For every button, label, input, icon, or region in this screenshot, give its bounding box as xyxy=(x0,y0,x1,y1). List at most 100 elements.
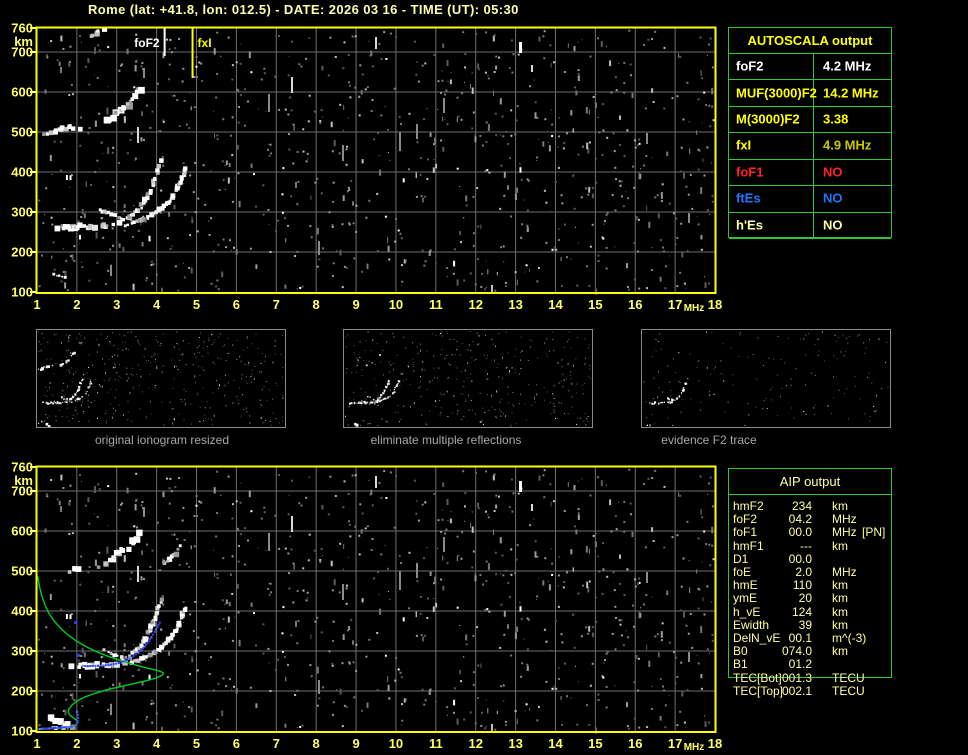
parameter-unit: MHz xyxy=(832,525,857,540)
x-tick-label: 11 xyxy=(429,297,443,312)
aip-row-b0: B0 074.0 km xyxy=(728,644,964,659)
parameter-value: NO xyxy=(823,190,843,206)
parameter-unit: km xyxy=(832,604,848,619)
x-tick-label: 7 xyxy=(273,297,280,312)
x-tick-label: 4 xyxy=(153,736,161,751)
plot-frame xyxy=(35,465,717,733)
aip-row-fof2: foF2 04.2 MHz xyxy=(728,512,964,527)
parameter-label: foF1 xyxy=(733,525,758,540)
interference-streaks xyxy=(110,37,690,276)
thumbnail-caption: original ionogram resized xyxy=(94,433,230,447)
parameter-value: 110 xyxy=(792,578,812,593)
thumbnail-frame xyxy=(641,329,891,428)
x-tick-label: 8 xyxy=(313,736,320,751)
thumbnail-frame xyxy=(343,329,593,428)
page-title: Rome (lat: +41.8, lon: 012.5) - DATE: 20… xyxy=(88,2,519,17)
x-tick-label: 17 xyxy=(668,297,682,312)
x-tick-label: 3 xyxy=(113,736,120,751)
x-tick-label: 14 xyxy=(548,297,563,312)
y-tick-label: 500 xyxy=(11,564,33,579)
thumbnail-noise xyxy=(345,331,591,427)
y-tick-label: 600 xyxy=(11,524,33,539)
autoscala-row-ftes: ftEs NO xyxy=(729,185,891,213)
autoscala-row-fof2: foF2 4.2 MHz xyxy=(729,53,891,81)
parameter-label: ftEs xyxy=(736,190,761,206)
x-tick-label: 5 xyxy=(193,736,200,751)
x-tick-label: 16 xyxy=(628,736,642,751)
autoscala-row-muf3000f2: MUF(3000)F2 14.2 MHz xyxy=(729,79,891,107)
parameter-label: hmF1 xyxy=(733,538,764,553)
parameter-label: B1 xyxy=(733,657,748,672)
aip-row-hme: hmE 110 km xyxy=(728,578,964,593)
thumbnail-evidence-f2-trace xyxy=(641,329,891,428)
y-tick-label: 400 xyxy=(11,604,33,619)
echo-traces xyxy=(47,529,188,731)
aip-row-ewidth: Ewidth 39 km xyxy=(728,617,964,632)
thumbnail-eliminate-reflections xyxy=(343,329,593,428)
parameter-unit: km xyxy=(832,617,848,632)
parameter-value: 00.0 xyxy=(788,525,812,540)
y-tick-label: 100 xyxy=(11,285,33,300)
x-axis-unit: MHz xyxy=(684,742,705,753)
aip-row-hmf2: hmF2 234 km xyxy=(728,499,964,513)
grid-lines xyxy=(37,28,715,292)
aip-row-tecbot: TEC[Bot] 001.3 TECU xyxy=(728,670,964,685)
parameter-value: 20 xyxy=(798,591,812,606)
x-tick-label: 18 xyxy=(708,297,722,312)
parameter-value: NO xyxy=(823,164,843,180)
parameter-label: D1 xyxy=(733,551,749,566)
thumbnail-frame xyxy=(36,329,286,428)
y-tick-label: 200 xyxy=(11,245,33,260)
x-tick-label: 13 xyxy=(508,297,522,312)
thumbnail-noise xyxy=(38,331,284,426)
parameter-value: 00.0 xyxy=(788,551,812,566)
parameter-unit: km xyxy=(832,644,848,659)
aip-table-header: AIP output xyxy=(729,469,891,495)
parameter-value: 074.0 xyxy=(781,644,812,659)
y-tick-label: 300 xyxy=(11,205,33,220)
y-axis-unit: km xyxy=(14,34,33,49)
x-tick-label: 15 xyxy=(588,736,602,751)
parameter-value: 01.2 xyxy=(788,657,812,672)
parameter-label: ymE xyxy=(733,591,757,606)
parameter-unit: km xyxy=(832,591,848,606)
parameter-value: 04.2 xyxy=(788,512,812,527)
x-tick-label: 2 xyxy=(73,297,80,312)
restored-trace-blue xyxy=(38,621,161,730)
x-tick-label: 3 xyxy=(113,297,120,312)
parameter-value: 4.9 MHz xyxy=(823,137,872,153)
x-tick-label: 12 xyxy=(468,297,482,312)
parameter-unit: MHz xyxy=(832,565,857,579)
aip-row-tectop: TEC[Top] 002.1 TECU xyxy=(728,683,964,698)
parameter-unit: MHz xyxy=(832,512,857,527)
parameter-unit: km xyxy=(832,578,848,593)
parameter-value: 4.2 MHz xyxy=(823,58,872,74)
x-tick-label: 18 xyxy=(708,736,722,751)
echo-traces xyxy=(42,26,188,279)
parameter-label: MUF(3000)F2 xyxy=(736,85,817,101)
y-tick-label: 700 xyxy=(11,484,33,499)
aip-row-fof1: foF1 00.0 MHz [PN] xyxy=(728,525,964,540)
x-tick-label: 11 xyxy=(429,736,443,751)
x-tick-label: 12 xyxy=(468,736,482,751)
aip-row-b1: B1 01.2 xyxy=(728,657,964,672)
parameter-label: foF2 xyxy=(733,512,758,527)
x-tick-label: 16 xyxy=(628,297,642,312)
parameter-label: hmE xyxy=(733,578,758,593)
x-tick-label: 14 xyxy=(548,736,563,751)
parameter-label: DelN_vE xyxy=(733,631,781,645)
y-tick-label: 500 xyxy=(11,125,33,140)
parameter-label: h_vE xyxy=(733,604,761,619)
x-tick-label: 6 xyxy=(233,297,240,312)
parameter-note: [PN] xyxy=(862,525,886,540)
parameter-label: foF2 xyxy=(736,58,764,74)
x-tick-label: 17 xyxy=(668,736,682,751)
ionogram-noise xyxy=(38,468,715,734)
parameter-label: TEC[Top] xyxy=(733,683,784,698)
parameter-unit: TECU xyxy=(832,670,865,685)
fxI-marker: fxI xyxy=(191,28,212,78)
x-tick-label: 9 xyxy=(352,736,359,751)
